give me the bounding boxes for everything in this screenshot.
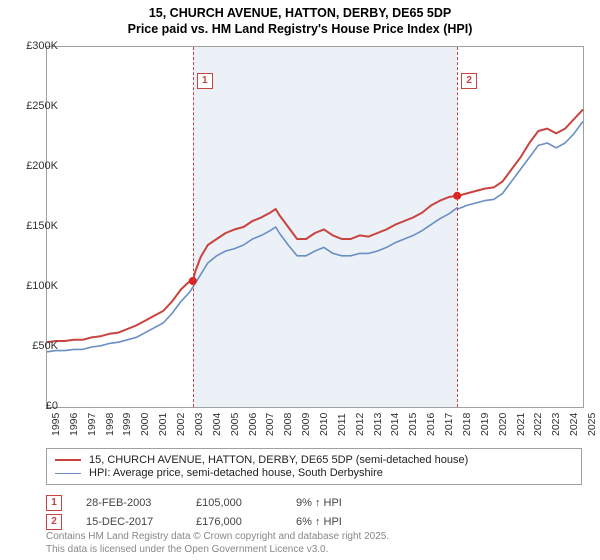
x-axis-label: 1997 [86, 413, 98, 436]
event-marker-line [457, 47, 458, 407]
series-price-paid [47, 109, 583, 342]
x-axis-label: 2013 [372, 413, 384, 436]
x-axis-label: 2024 [568, 413, 580, 436]
x-axis-label: 2020 [497, 413, 509, 436]
x-axis-label: 1999 [121, 413, 133, 436]
x-axis-label: 2007 [264, 413, 276, 436]
y-axis-label: £250K [8, 100, 58, 112]
footer-line-1: Contains HM Land Registry data © Crown c… [46, 531, 389, 544]
x-axis-label: 2004 [211, 413, 223, 436]
chart-container: 15, CHURCH AVENUE, HATTON, DERBY, DE65 5… [0, 0, 600, 560]
event-price: £176,000 [196, 516, 296, 528]
x-axis-label: 2025 [586, 413, 598, 436]
x-axis-label: 2006 [247, 413, 259, 436]
event-diff: 9% ↑ HPI [296, 497, 386, 509]
y-axis-label: £50K [8, 340, 58, 352]
x-axis-label: 2003 [193, 413, 205, 436]
event-marker-label: 1 [197, 73, 213, 89]
x-axis-label: 2010 [318, 413, 330, 436]
sale-events-table: 1 28-FEB-2003£105,0009% ↑ HPI 2 15-DEC-2017… [46, 492, 582, 533]
x-axis-label: 2023 [550, 413, 562, 436]
chart-title: 15, CHURCH AVENUE, HATTON, DERBY, DE65 5… [0, 0, 600, 37]
x-axis-label: 2022 [532, 413, 544, 436]
event-row: 1 28-FEB-2003£105,0009% ↑ HPI [46, 495, 582, 511]
x-axis-label: 1995 [50, 413, 62, 436]
x-axis-label: 2016 [425, 413, 437, 436]
x-axis-label: 2011 [336, 413, 348, 436]
x-axis-label: 2000 [139, 413, 151, 436]
y-axis-label: £100K [8, 280, 58, 292]
series-hpi [47, 121, 583, 351]
x-axis-label: 2014 [389, 413, 401, 436]
event-marker-label: 2 [461, 73, 477, 89]
event-diff: 6% ↑ HPI [296, 516, 386, 528]
event-date: 15-DEC-2017 [86, 516, 196, 528]
footer-attribution: Contains HM Land Registry data © Crown c… [46, 531, 389, 556]
x-axis-label: 2017 [443, 413, 455, 436]
x-axis-label: 2019 [479, 413, 491, 436]
legend-swatch [55, 473, 81, 474]
chart-plot-area: 12 [46, 46, 584, 408]
x-axis-label: 2009 [300, 413, 312, 436]
event-row: 2 15-DEC-2017£176,0006% ↑ HPI [46, 514, 582, 530]
y-axis-label: £200K [8, 160, 58, 172]
title-line-1: 15, CHURCH AVENUE, HATTON, DERBY, DE65 5… [0, 6, 600, 22]
x-axis-label: 2012 [354, 413, 366, 436]
chart-legend: 15, CHURCH AVENUE, HATTON, DERBY, DE65 5… [46, 448, 582, 485]
event-price: £105,000 [196, 497, 296, 509]
event-number: 1 [46, 495, 62, 511]
legend-row: 15, CHURCH AVENUE, HATTON, DERBY, DE65 5… [55, 454, 573, 466]
x-axis-label: 2002 [175, 413, 187, 436]
x-axis-label: 2018 [461, 413, 473, 436]
legend-label: 15, CHURCH AVENUE, HATTON, DERBY, DE65 5… [89, 454, 468, 466]
legend-row: HPI: Average price, semi-detached house,… [55, 467, 573, 479]
title-line-2: Price paid vs. HM Land Registry's House … [0, 22, 600, 38]
x-axis-label: 2021 [515, 413, 527, 436]
footer-line-2: This data is licensed under the Open Gov… [46, 544, 389, 557]
y-axis-label: £150K [8, 220, 58, 232]
chart-svg [47, 47, 583, 407]
x-axis-label: 2005 [229, 413, 241, 436]
x-axis-label: 2015 [407, 413, 419, 436]
event-date: 28-FEB-2003 [86, 497, 196, 509]
x-axis-label: 2008 [282, 413, 294, 436]
event-marker-line [193, 47, 194, 407]
x-axis-label: 1998 [104, 413, 116, 436]
event-number: 2 [46, 514, 62, 530]
x-axis-label: 2001 [157, 413, 169, 436]
legend-label: HPI: Average price, semi-detached house,… [89, 467, 383, 479]
y-axis-label: £0 [8, 400, 58, 412]
y-axis-label: £300K [8, 40, 58, 52]
x-axis-label: 1996 [68, 413, 80, 436]
legend-swatch [55, 459, 81, 461]
